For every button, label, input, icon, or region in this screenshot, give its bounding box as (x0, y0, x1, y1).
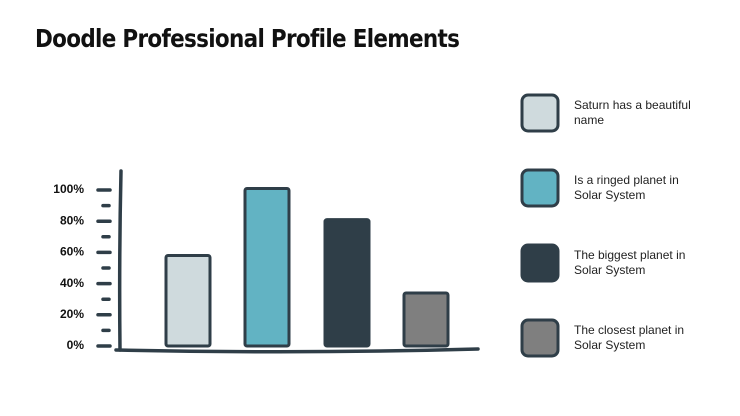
y-tick-label: 0% (67, 338, 85, 352)
bar (164, 254, 212, 348)
chart-title: Doodle Professional Profile Elements (35, 24, 460, 53)
y-tick-label: 100% (53, 182, 84, 196)
y-axis (117, 169, 123, 352)
y-tick-label: 40% (60, 276, 84, 290)
bar (323, 218, 371, 348)
legend-label: The biggest planet in Solar System (574, 248, 686, 277)
legend-label: The closest planet in Solar System (574, 323, 685, 352)
legend-swatch (520, 168, 560, 208)
legend-swatch (520, 93, 560, 133)
bar (243, 186, 291, 348)
bar (402, 291, 450, 348)
x-axis (114, 347, 480, 354)
legend-label: Saturn has a beautiful name (574, 98, 691, 127)
y-tick-label: 20% (60, 307, 84, 321)
legend-swatch (520, 318, 560, 358)
y-tick-label: 80% (60, 213, 84, 227)
legend-swatch (520, 243, 560, 283)
legend-label: Is a ringed planet in Solar System (574, 173, 679, 202)
y-tick-label: 60% (60, 245, 84, 259)
